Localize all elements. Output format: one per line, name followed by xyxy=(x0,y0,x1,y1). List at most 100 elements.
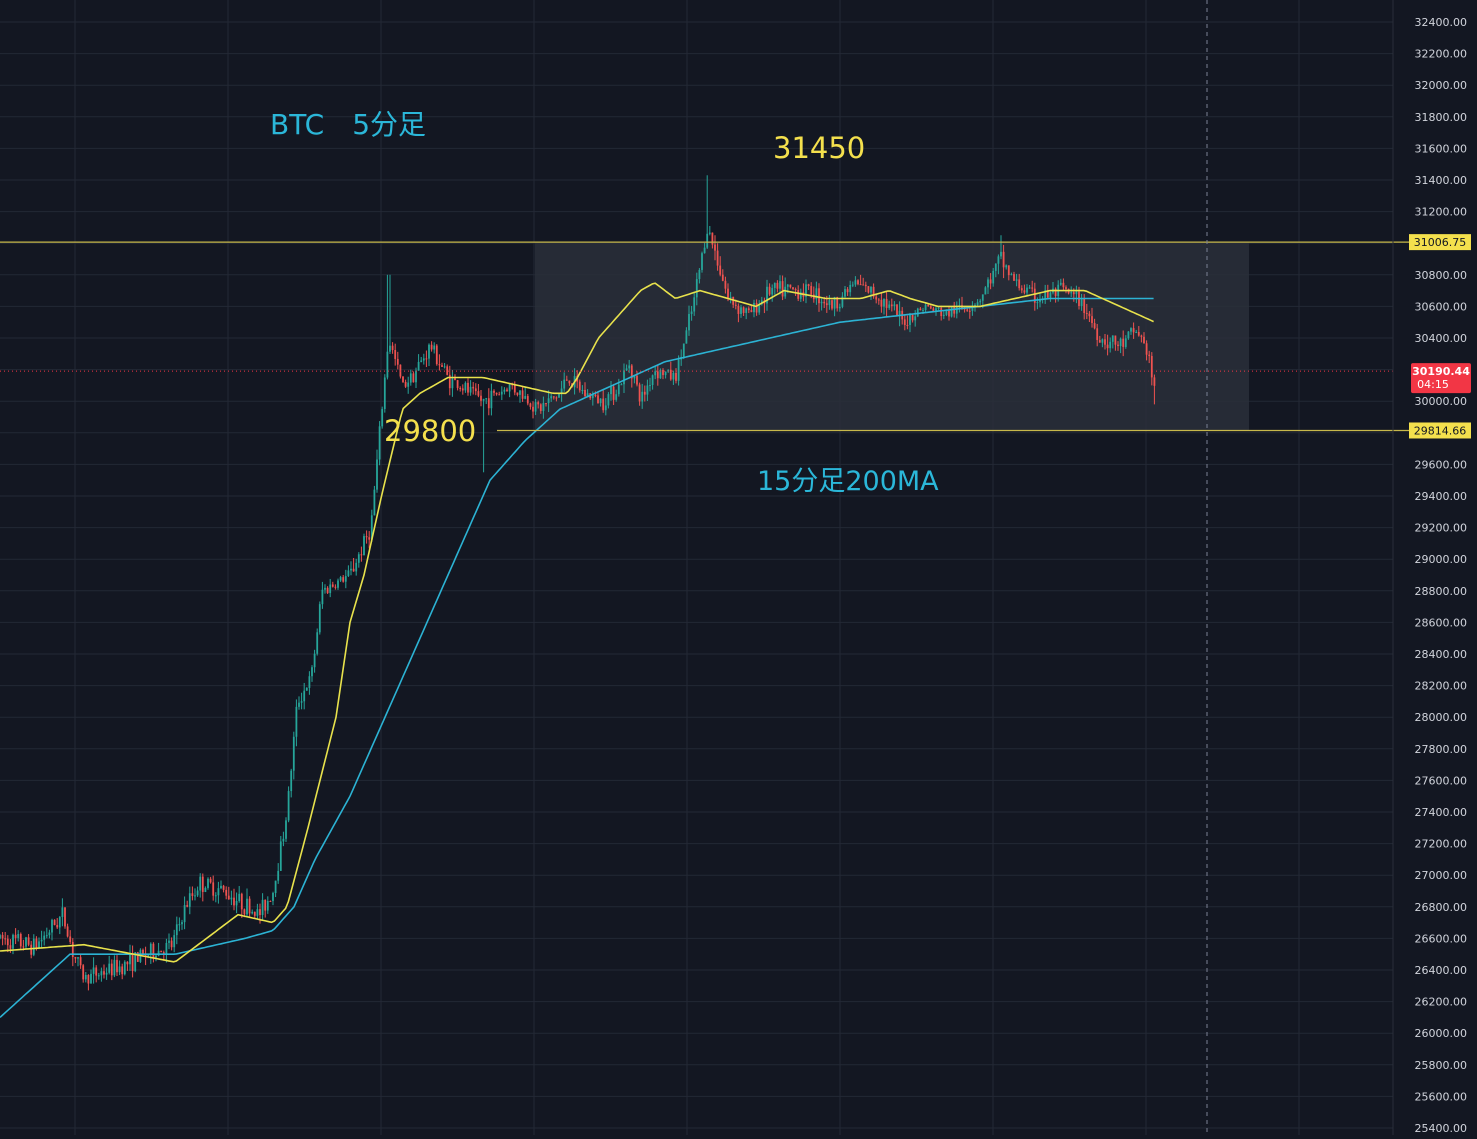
candle-body xyxy=(303,690,306,702)
candle-body xyxy=(1072,292,1075,295)
candle-body xyxy=(753,302,755,313)
candle-body xyxy=(935,308,937,312)
candle-body xyxy=(95,967,98,976)
candle-body xyxy=(438,364,441,366)
candle-body xyxy=(1007,265,1010,276)
candle-body xyxy=(922,309,924,311)
consolidation-range-box xyxy=(535,242,1249,431)
candle-body xyxy=(506,389,508,392)
candle-body xyxy=(911,314,914,321)
price-axis-tick-label: 28200.00 xyxy=(1415,680,1468,693)
candle-body xyxy=(318,604,321,633)
candle-body xyxy=(1109,341,1112,349)
candle-body xyxy=(1054,288,1057,296)
candle-body xyxy=(448,374,451,389)
candle-body xyxy=(396,358,399,365)
candle-body xyxy=(248,898,251,914)
candlestick-series xyxy=(0,175,1156,991)
candle-body xyxy=(282,838,285,842)
candle-body xyxy=(118,966,121,973)
candle-body xyxy=(149,943,152,955)
candle-body xyxy=(581,389,584,391)
candle-body xyxy=(971,306,974,311)
price-axis-tick-label: 28600.00 xyxy=(1415,616,1468,629)
candle-body xyxy=(365,536,368,538)
candle-body xyxy=(420,360,423,362)
candle-body xyxy=(786,284,789,287)
candle-body xyxy=(929,306,932,309)
candle-body xyxy=(981,294,984,301)
candle-body xyxy=(1140,335,1143,337)
candle-body xyxy=(253,911,256,916)
candle-body xyxy=(266,900,269,911)
candle-body xyxy=(594,395,597,397)
candle-body xyxy=(703,247,706,254)
candle-body xyxy=(461,388,464,391)
candle-body xyxy=(123,961,126,975)
candle-body xyxy=(1093,323,1096,329)
candle-body xyxy=(745,308,748,313)
price-axis-tick-label: 26600.00 xyxy=(1415,932,1468,945)
price-axis[interactable]: 25400.00 25600.00 25800.00 26000.00 26200.00… xyxy=(1392,0,1468,1135)
candle-body xyxy=(836,297,839,309)
candle-body xyxy=(74,956,77,959)
candle-body xyxy=(1117,344,1119,347)
candle-body xyxy=(903,319,906,325)
candle-body xyxy=(805,284,807,297)
price-axis-tick-label: 27800.00 xyxy=(1415,743,1468,756)
candle-body xyxy=(789,284,792,288)
candle-body xyxy=(1124,338,1127,347)
candle-body xyxy=(1104,339,1106,345)
candle-body xyxy=(84,975,87,980)
candle-body xyxy=(664,371,667,376)
candle-body xyxy=(1091,316,1093,324)
candle-body xyxy=(66,926,69,937)
candle-body xyxy=(454,376,456,381)
candle-body xyxy=(1026,287,1028,293)
candle-body xyxy=(1148,354,1151,357)
candle-body xyxy=(170,940,173,948)
candle-body xyxy=(451,376,454,389)
candle-body xyxy=(1049,292,1052,298)
candle-body xyxy=(1013,274,1015,281)
candle-body xyxy=(430,344,433,350)
price-axis-tick-label: 28400.00 xyxy=(1415,648,1468,661)
candle-body xyxy=(1150,356,1153,378)
candle-body xyxy=(844,289,846,297)
candle-body xyxy=(1153,377,1156,386)
candle-body xyxy=(984,287,987,295)
candle-body xyxy=(815,288,818,300)
candle-body xyxy=(173,935,176,948)
candle-body xyxy=(1143,336,1145,344)
candle-body xyxy=(766,286,768,304)
candle-body xyxy=(688,313,690,331)
candle-body xyxy=(1137,331,1140,336)
candle-body xyxy=(183,905,186,923)
candle-body xyxy=(425,358,428,360)
price-axis-tick-label: 30000.00 xyxy=(1415,395,1468,408)
candle-body xyxy=(256,909,259,916)
candle-body xyxy=(524,396,527,399)
price-axis-tick-label: 29000.00 xyxy=(1415,553,1468,566)
candle-body xyxy=(521,390,524,399)
candle-body xyxy=(568,380,571,384)
candle-body xyxy=(776,282,779,289)
candle-body xyxy=(771,287,774,295)
price-axis-tick-label: 27000.00 xyxy=(1415,869,1468,882)
candle-body xyxy=(134,952,137,971)
candle-body xyxy=(316,632,319,654)
candle-body xyxy=(311,667,313,677)
candle-body xyxy=(591,395,594,399)
candle-body xyxy=(12,934,14,949)
candle-body xyxy=(194,895,196,897)
candle-body xyxy=(966,309,969,311)
candle-body xyxy=(482,398,485,401)
candle-body xyxy=(948,310,950,317)
candle-body xyxy=(740,307,742,314)
candle-body xyxy=(269,900,272,902)
candle-body xyxy=(838,306,841,309)
candle-body xyxy=(994,263,997,271)
price-axis-tick-label: 26800.00 xyxy=(1415,901,1468,914)
candle-body xyxy=(1122,338,1125,347)
